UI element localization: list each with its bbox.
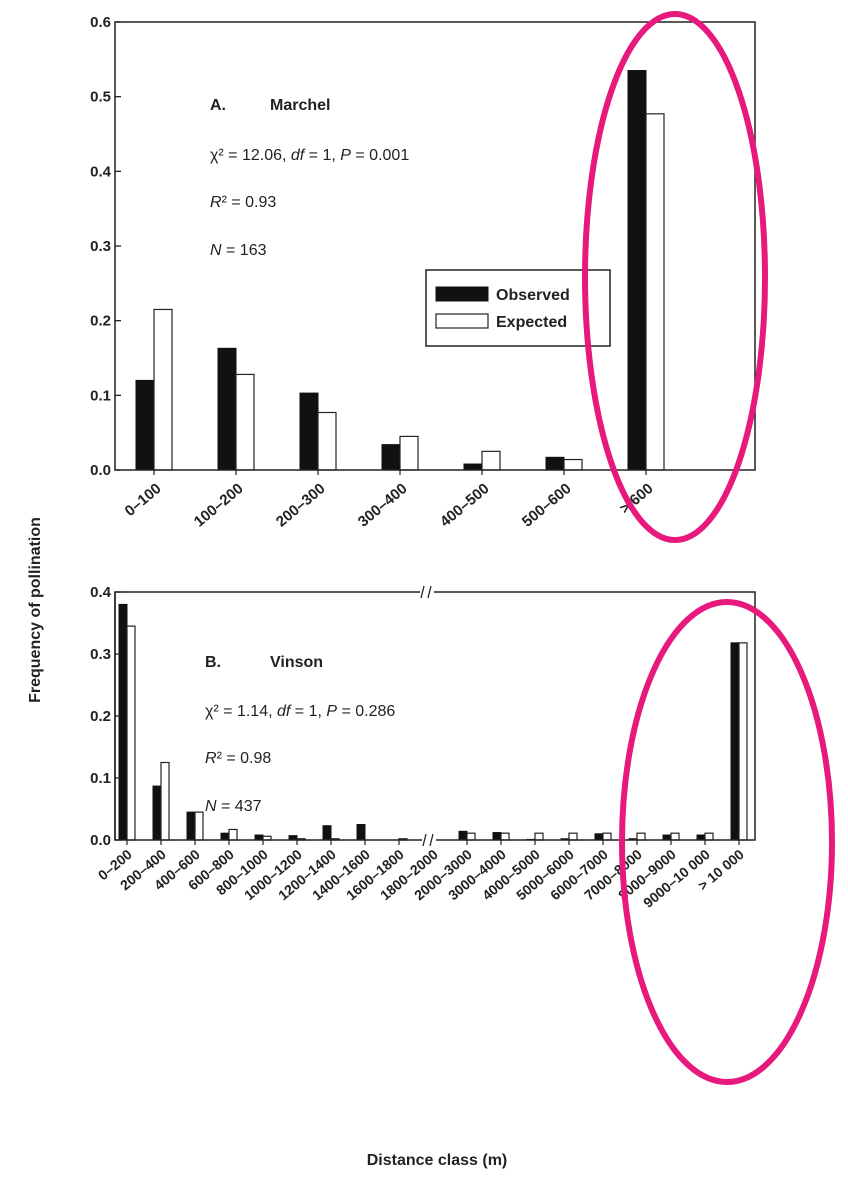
- bar-observed: [492, 832, 502, 841]
- legend-observed-label: Observed: [496, 287, 570, 304]
- panel-b-letter: B.: [205, 654, 221, 671]
- bar-expected: [500, 832, 510, 841]
- panel-b-y-ticks: 0.0 0.1 0.2 0.3 0.4: [90, 584, 121, 849]
- y-tick-label: 0.0: [90, 832, 111, 849]
- bar-expected: [602, 832, 612, 841]
- y-tick-label: 0.0: [90, 462, 111, 479]
- bar-expected: [670, 832, 680, 841]
- panel-a-bars: [135, 70, 665, 471]
- legend-expected-swatch: [435, 313, 489, 329]
- bar-observed: [458, 830, 468, 841]
- bar-expected: [645, 113, 665, 471]
- x-tick-label: 100–200: [191, 480, 247, 531]
- x-tick-label: 300–400: [355, 480, 411, 531]
- y-tick-label: 0.4: [90, 584, 112, 601]
- panel-a-n-line: N = 163: [210, 242, 267, 259]
- bar-observed: [627, 70, 647, 471]
- bottom-axis-break-mark: [422, 833, 436, 847]
- highlight-ellipse-panel-b: [619, 599, 835, 1085]
- bar-observed: [730, 642, 740, 841]
- x-tick-label: 0–100: [122, 480, 165, 520]
- bar-expected: [235, 373, 255, 471]
- legend-box: [425, 269, 611, 347]
- y-tick-label: 0.3: [90, 238, 111, 255]
- bar-observed: [322, 825, 332, 841]
- bar-expected: [481, 450, 501, 471]
- panel-b-x-ticks: 0–200200–400400–600600–800800–10001000–1…: [95, 840, 747, 911]
- panel-b-r2-line: R² = 0.98: [205, 750, 271, 767]
- bar-observed: [594, 833, 604, 841]
- bar-expected: [399, 435, 419, 471]
- panel-b-n-line: N = 437: [205, 798, 262, 815]
- bar-observed: [118, 603, 128, 841]
- bar-observed: [220, 832, 230, 841]
- bar-observed: [356, 824, 366, 841]
- panel-a-x-ticks: 0–100 100–200 200–300 300–400 400–500 500–600…: [122, 470, 657, 531]
- x-tick-label: 200–300: [273, 480, 329, 531]
- legend: Observed Expected: [425, 269, 611, 347]
- y-tick-label: 0.1: [90, 387, 111, 404]
- panel-a-chi-line: χ² = 12.06, df = 1, P = 0.001: [210, 147, 409, 164]
- highlight-ellipse-panel-a: [582, 11, 768, 543]
- bar-expected: [194, 811, 204, 841]
- x-tick-label: 400–500: [437, 480, 493, 531]
- y-tick-label: 0.6: [90, 14, 111, 31]
- bar-observed: [135, 379, 155, 471]
- y-tick-label: 0.3: [90, 646, 111, 663]
- legend-expected-label: Expected: [496, 314, 567, 331]
- bar-observed: [152, 785, 162, 841]
- top-axis-break-mark: [420, 585, 434, 599]
- y-axis-label: Frequency of pollination: [27, 517, 44, 703]
- y-tick-label: 0.4: [90, 163, 112, 180]
- y-tick-label: 0.2: [90, 708, 111, 725]
- bar-expected: [563, 458, 583, 471]
- panel-a-r2-line: R² = 0.93: [210, 194, 276, 211]
- panel-a-frame: [114, 21, 756, 471]
- bar-observed: [381, 444, 401, 471]
- bar-expected: [466, 832, 476, 841]
- bar-expected: [704, 832, 714, 841]
- bar-expected: [738, 642, 748, 841]
- panel-a-letter: A.: [210, 97, 226, 114]
- bar-expected: [160, 761, 170, 841]
- panel-b-chi-line: χ² = 1.14, df = 1, P = 0.286: [205, 703, 395, 720]
- panel-b-site: Vinson: [270, 654, 323, 671]
- bar-expected: [534, 832, 544, 841]
- panel-b-chart: 0.0 0.1 0.2 0.3 0.4 0–200200–400400–600600–8…: [90, 584, 756, 911]
- panel-a-chart: 0.0 0.1 0.2 0.3 0.4 0.5 0.6 0–100 100–200 200–30…: [90, 14, 756, 531]
- y-tick-label: 0.2: [90, 313, 111, 330]
- bar-expected: [317, 411, 337, 471]
- x-tick-label: 500–600: [519, 480, 575, 531]
- y-tick-label: 0.1: [90, 770, 111, 787]
- bar-observed: [217, 347, 237, 471]
- bar-observed: [299, 392, 319, 471]
- bar-expected: [126, 625, 136, 841]
- bar-observed: [463, 463, 483, 471]
- bar-expected: [636, 832, 646, 841]
- bar-expected: [153, 308, 173, 471]
- y-tick-label: 0.5: [90, 89, 111, 106]
- legend-observed-swatch: [435, 286, 489, 302]
- panel-a-y-ticks: 0.0 0.1 0.2 0.3 0.4 0.5 0.6: [90, 14, 121, 479]
- bar-observed: [545, 456, 565, 471]
- x-axis-label: Distance class (m): [367, 1152, 508, 1169]
- bar-expected: [568, 832, 578, 841]
- bar-expected: [228, 828, 238, 841]
- panel-a-site: Marchel: [270, 97, 330, 114]
- bar-observed: [186, 811, 196, 841]
